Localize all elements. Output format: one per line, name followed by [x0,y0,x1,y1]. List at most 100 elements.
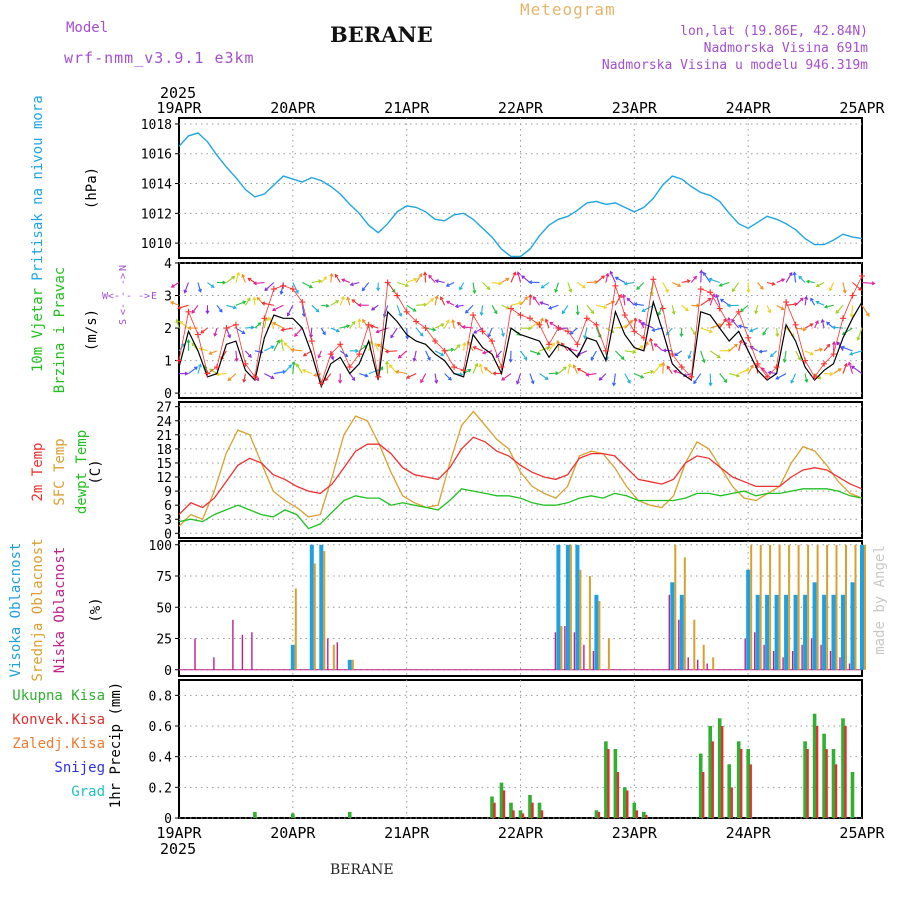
gust-marker [783,299,790,306]
wind-arrow-head [810,297,814,302]
wind-arrow-head [481,350,486,355]
wind-arrow-head [758,349,763,354]
cloud-tick-label: 75 [156,570,172,585]
wind-arrow [545,319,550,329]
conv-precip-bar [844,726,847,818]
wind-arrow-head [641,308,646,313]
gust-marker [337,341,344,348]
wind-arrow-head [658,363,663,367]
gust-marker [327,351,334,358]
wind-arrow [226,304,237,309]
wind-arrow-head [461,325,466,330]
wind-arrow-head [423,271,428,276]
wind-arrow [362,282,370,291]
wind-arrow [693,373,702,384]
wind-arrow-head [286,312,291,317]
wind-arrow [633,318,637,329]
wind-arrow [700,270,702,283]
wind-arrow [463,342,466,351]
conv-precip-bar [721,726,724,818]
wind-arrow-head [708,382,713,387]
wind-arrow-head [826,343,831,348]
wind-arrow [795,297,804,306]
wind-arrow-head [651,328,656,332]
wind-arrow-head [493,310,498,315]
high-cloud-bar [784,594,789,670]
wind-arrow-head [318,279,323,284]
wind-arrow [605,273,609,283]
wind-arrow-head [621,293,626,298]
wind-arrow-head [536,351,541,356]
conv-precip-bar [607,749,610,818]
conv-precip-bar [616,772,620,818]
wind-arrow-head [371,306,375,311]
wind-arrow-head [679,333,684,338]
wind-arrow [482,282,490,290]
wind-arrow-head [270,375,275,380]
wind-arrow-head [215,372,220,377]
wind-arrow-head [302,369,307,373]
wind-arrow-head [858,287,863,291]
wind-arrow-head [439,296,444,301]
wind-arrow [662,362,664,374]
conv-precip-bar [645,814,648,818]
top-date-label: 23APR [612,99,658,117]
wind-arrow-head [671,310,676,315]
wind-arrow [349,321,356,329]
gust-marker [422,325,429,332]
wind-arrow-head [492,371,497,376]
wind-arrow [649,338,654,351]
high-cloud-bar [594,594,599,670]
wind-arrow [549,322,559,329]
low-cloud-bar [744,638,746,670]
wind-arrow [452,319,455,329]
high-cloud-bar [746,569,751,670]
wind-arrow-head [626,297,631,302]
wind-arrow-head [731,318,735,323]
wind-arrow-head [701,359,706,364]
wind-arrow-head [540,317,544,322]
high-cloud-bar [290,644,295,670]
wind-arrow [510,302,522,306]
wind-arrow-head [290,347,295,352]
mid-cloud-bar [816,544,819,670]
wind-arrow [700,350,705,363]
wind-arrow-head [836,341,841,346]
wind-arrow [731,319,740,329]
total-precip-bar [812,713,817,818]
wind-arrow-head [194,366,198,371]
mid-cloud-bar [560,626,563,670]
conv-precip-bar [834,764,838,818]
mid-cloud-bar [864,544,866,670]
wind-arrow [482,350,493,354]
wind-arrow [434,323,444,329]
wind-arrow-head [843,362,848,367]
low-cloud-bar [213,657,215,670]
high-cloud-bar [841,594,845,670]
wind-arrow [397,281,409,287]
wind-arrow-head [516,271,521,276]
wind-arrow-head [459,286,463,291]
wind-arrow-head [252,281,257,286]
wind-arrow [398,350,408,359]
gust-marker [574,341,581,348]
wind-arrow [652,327,663,332]
wind-arrow-head [848,351,854,356]
wind-arrow [435,280,445,284]
low-cloud-bar [668,594,670,670]
wind-arrow-head [252,296,257,301]
wind-arrow [842,282,846,293]
wind-arrow-head [198,363,202,368]
wind-arrow [720,298,730,306]
wind-arrow [510,272,516,283]
wind-arrow [804,373,808,383]
gust-marker [697,286,704,293]
wind-arrow-head [804,295,809,300]
wind-arrow-head [346,324,351,329]
wind-arrow-head [384,349,389,354]
gust-marker [811,373,818,380]
wind-arrow [596,275,605,283]
total-precip-bar [537,802,542,818]
wind-arrow [385,350,398,353]
meteogram-label: Meteogram [520,0,616,19]
